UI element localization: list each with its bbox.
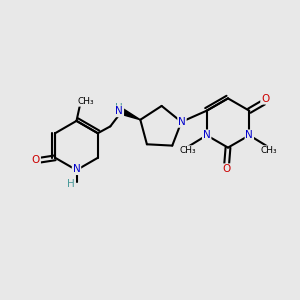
Text: O: O <box>32 155 40 165</box>
Text: N: N <box>178 117 186 127</box>
Text: CH₃: CH₃ <box>77 97 94 106</box>
Text: O: O <box>222 164 231 174</box>
Text: N: N <box>203 130 211 140</box>
Text: H: H <box>67 178 75 189</box>
Text: H: H <box>116 103 123 113</box>
Text: N: N <box>73 164 80 174</box>
Text: N: N <box>245 130 253 140</box>
Text: CH₃: CH₃ <box>260 146 277 155</box>
Text: N: N <box>116 106 123 116</box>
Text: O: O <box>261 94 269 104</box>
Text: CH₃: CH₃ <box>179 146 196 155</box>
Polygon shape <box>121 109 140 120</box>
